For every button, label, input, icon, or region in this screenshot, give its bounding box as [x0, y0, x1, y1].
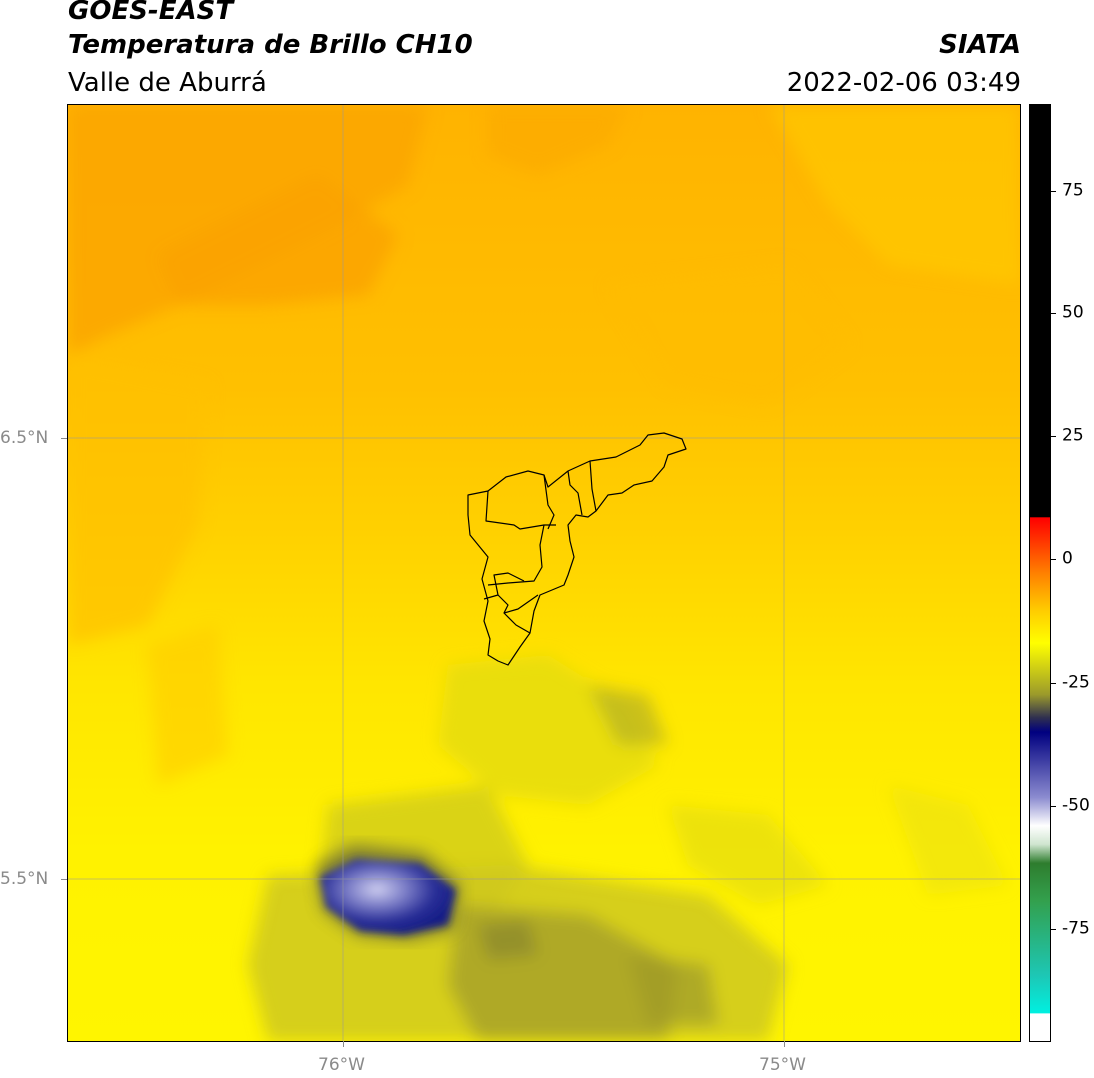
- region-label: Valle de Aburrá: [68, 68, 267, 98]
- lat-label-6-5n: 6.5°N: [0, 428, 49, 448]
- lon-tick: [784, 1041, 785, 1047]
- lon-label-75w: 75°W: [759, 1055, 806, 1075]
- colorbar-label-50: 50: [1062, 302, 1084, 323]
- lon-label-76w: 76°W: [318, 1055, 365, 1075]
- title-product: Temperatura de Brillo CH10: [68, 30, 473, 60]
- colorbar-label-minus25: -25: [1062, 672, 1090, 693]
- colorbar-tick: [1050, 929, 1056, 930]
- colorbar-label-minus75: -75: [1062, 918, 1090, 939]
- colorbar-label-0: 0: [1062, 548, 1073, 569]
- lon-tick: [343, 1041, 344, 1047]
- municipality-boundaries[interactable]: [467, 432, 687, 666]
- cold-cloud-top: [316, 845, 460, 940]
- colorbar-label-minus50: -50: [1062, 795, 1090, 816]
- brightness-temperature-map[interactable]: [68, 105, 1020, 1041]
- organization-label: SIATA: [939, 30, 1021, 60]
- colorbar-gradient: [1030, 105, 1050, 1041]
- datetime-label: 2022-02-06 03:49: [786, 68, 1021, 98]
- colorbar-label-75: 75: [1062, 180, 1084, 201]
- colorbar: [1030, 105, 1050, 1041]
- colorbar-tick: [1050, 806, 1056, 807]
- colorbar-tick: [1050, 191, 1056, 192]
- colorbar-label-25: 25: [1062, 425, 1084, 446]
- colorbar-tick: [1050, 559, 1056, 560]
- map-raster: [68, 105, 1020, 1041]
- lat-tick: [61, 879, 67, 880]
- graticule: [68, 105, 1020, 1041]
- lat-tick: [61, 438, 67, 439]
- colorbar-tick: [1050, 436, 1056, 437]
- warm-cloud-field: [68, 105, 1020, 785]
- title-satellite: GOES-EAST: [68, 0, 234, 26]
- colorbar-tick: [1050, 313, 1056, 314]
- colorbar-tick: [1050, 683, 1056, 684]
- lat-label-5-5n: 5.5°N: [0, 869, 49, 889]
